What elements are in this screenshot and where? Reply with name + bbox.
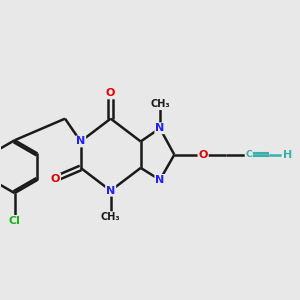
Text: O: O (106, 88, 116, 98)
Text: H: H (283, 150, 292, 160)
Text: CH₃: CH₃ (101, 212, 121, 222)
Text: N: N (76, 136, 85, 146)
Text: C: C (245, 150, 252, 159)
Text: N: N (155, 175, 164, 185)
Text: O: O (51, 174, 60, 184)
Text: Cl: Cl (9, 216, 20, 226)
Text: N: N (155, 123, 164, 133)
Text: N: N (106, 186, 115, 196)
Text: O: O (199, 150, 208, 160)
Text: CH₃: CH₃ (150, 99, 170, 109)
